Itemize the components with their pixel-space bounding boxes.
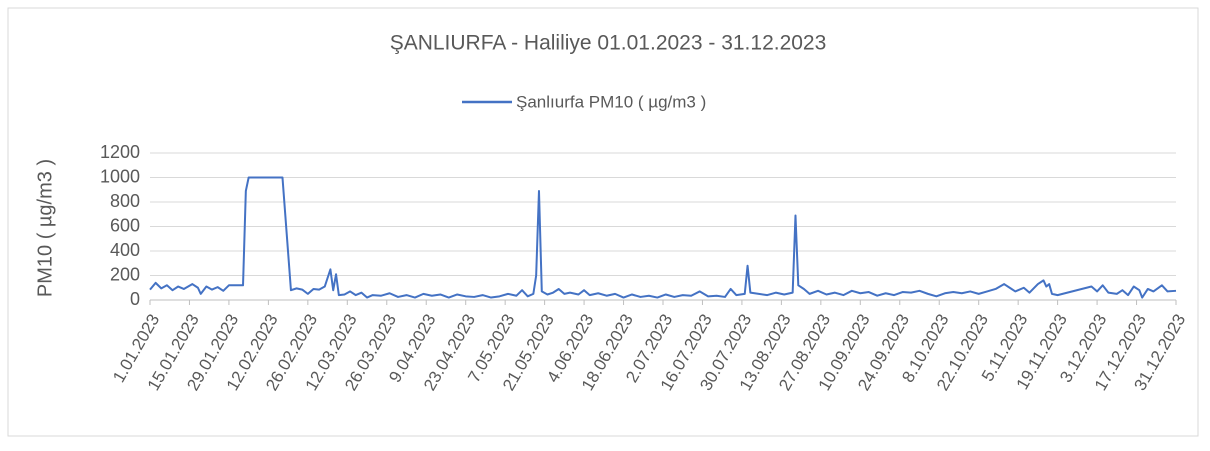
chart-title: ŞANLIURFA - Haliliye 01.01.2023 - 31.12.… xyxy=(390,32,827,55)
y-axis-label: PM10 ( µg/m3 ) xyxy=(34,159,56,297)
y-tick-label: 1000 xyxy=(100,166,140,186)
y-tick-label: 200 xyxy=(110,264,140,284)
y-tick-label: 1200 xyxy=(100,142,140,162)
legend-label: Şanlıurfa PM10 ( µg/m3 ) xyxy=(516,92,706,111)
data-line xyxy=(149,176,1177,299)
y-tick-label: 800 xyxy=(110,191,140,211)
chart-border xyxy=(7,7,1199,437)
y-tick-label: 0 xyxy=(130,289,140,309)
y-tick-label: 400 xyxy=(110,240,140,260)
y-tick-label: 600 xyxy=(110,215,140,235)
